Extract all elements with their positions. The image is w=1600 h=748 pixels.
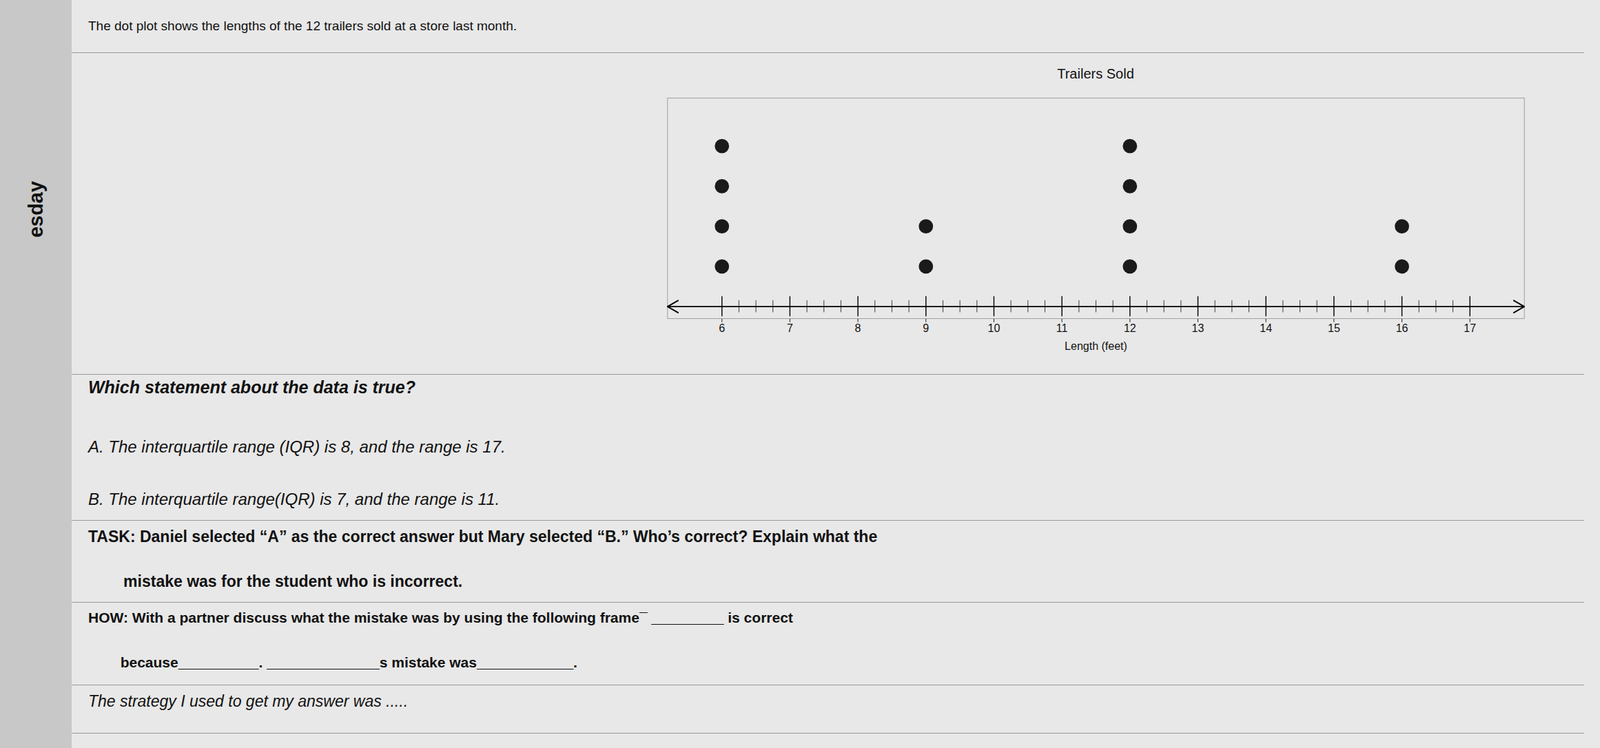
svg-text:14: 14 — [1259, 322, 1273, 335]
html-text:esday: esday — [24, 181, 47, 238]
svg-text:11: 11 — [1056, 322, 1069, 335]
svg-text:12: 12 — [1123, 322, 1137, 335]
svg-text:13: 13 — [1192, 322, 1205, 335]
html-text:The dot plot shows the lengths: The dot plot shows the lengths of the 12… — [88, 18, 517, 34]
svg-text:8: 8 — [855, 322, 862, 335]
html-text:because__________. ___________: because__________. ______________s mista… — [88, 654, 578, 671]
html-text:The strategy I used to get my: The strategy I used to get my answer was… — [88, 692, 408, 711]
svg-text:17: 17 — [1463, 322, 1476, 335]
html-text:B. The interquartile range(IQR: B. The interquartile range(IQR) is 7, an… — [88, 489, 500, 509]
svg-text:Length (feet): Length (feet) — [1064, 340, 1128, 353]
html-text:mistake was for the student wh: mistake was for the student who is incor… — [88, 572, 463, 591]
svg-text:6: 6 — [718, 322, 725, 335]
html-text:Trailers Sold: Trailers Sold — [1057, 66, 1135, 82]
svg-text:16: 16 — [1396, 322, 1409, 335]
html-text:TASK: Daniel selected “A” as t: TASK: Daniel selected “A” as the correct… — [88, 527, 878, 546]
svg-text:9: 9 — [922, 322, 929, 335]
svg-text:15: 15 — [1327, 322, 1341, 335]
svg-text:7: 7 — [786, 322, 794, 335]
svg-text:10: 10 — [988, 322, 1001, 335]
html-text:HOW: With a partner discuss wh: HOW: With a partner discuss what the mis… — [88, 609, 793, 626]
html-text:A. The interquartile range (IQ: A. The interquartile range (IQR) is 8, a… — [88, 437, 506, 457]
html-text:Which statement about the data: Which statement about the data is true? — [88, 377, 416, 397]
